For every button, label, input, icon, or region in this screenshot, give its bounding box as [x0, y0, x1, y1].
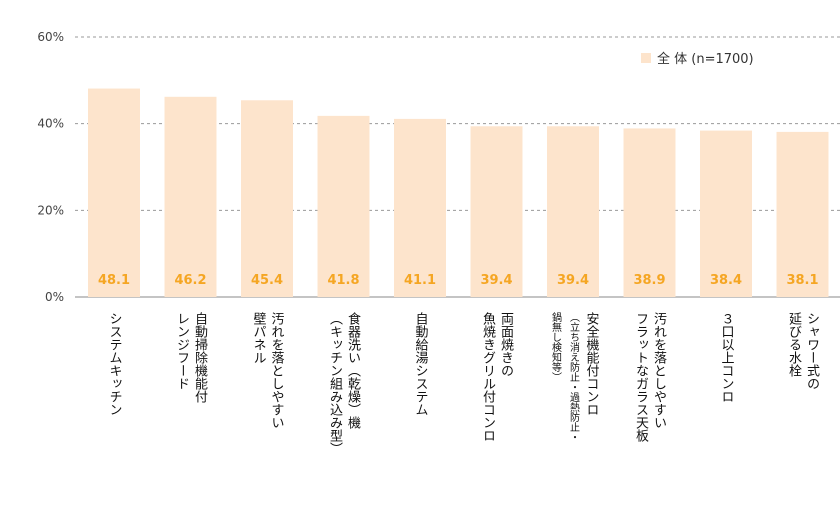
- bar: [623, 128, 676, 297]
- category-label: レンジフード: [174, 312, 189, 390]
- value-label: 38.1: [786, 273, 818, 288]
- category-label: 汚れを落としやすい: [651, 312, 667, 429]
- y-tick-label: 0%: [45, 290, 64, 304]
- category-label: 延びる水栓: [786, 312, 802, 377]
- y-tick-label: 20%: [37, 203, 64, 217]
- bar: [88, 88, 140, 297]
- category-label: 安全機能付コンロ: [584, 312, 600, 416]
- value-label: 39.4: [557, 273, 589, 288]
- value-label: 48.1: [98, 273, 130, 288]
- category-label: 汚れを落としやすい: [269, 312, 285, 429]
- category-label: 自動給湯システム: [413, 312, 429, 416]
- bar: [470, 126, 523, 298]
- bar: [776, 131, 829, 297]
- bar: [547, 126, 599, 298]
- category-label: 鍋無し検知等）: [550, 311, 562, 382]
- y-tick-label: 60%: [37, 30, 64, 44]
- value-label: 38.9: [633, 273, 665, 288]
- value-label: 46.2: [174, 273, 206, 288]
- category-label: 両面焼きの: [498, 312, 514, 377]
- category-label: 魚焼きグリル付コンロ: [480, 312, 496, 442]
- category-label: 食器洗い（乾燥）機: [345, 311, 361, 429]
- legend-swatch: [641, 53, 651, 63]
- legend: 全 体 (n=1700): [641, 51, 754, 67]
- category-label: シャワー式の: [804, 312, 820, 390]
- bar: [164, 96, 217, 297]
- y-axis-tick-labels: 0% 20% 40% 60%: [37, 30, 64, 304]
- category-label: システムキッチン: [107, 312, 122, 416]
- legend-label: 全 体 (n=1700): [657, 51, 754, 67]
- value-label: 38.4: [710, 273, 742, 288]
- value-label: 41.1: [404, 273, 436, 288]
- y-tick-label: 40%: [37, 117, 64, 131]
- category-label: 壁パネル: [251, 312, 267, 364]
- category-label: ３口以上コンロ: [719, 312, 735, 403]
- value-labels: 48.1 46.2 45.4 41.8 41.1 39.4 39.4 38.9 38.4 38.1: [98, 273, 819, 288]
- value-label: 39.4: [480, 273, 512, 288]
- category-label: （立ち消え防止・過熱防止・: [568, 312, 580, 442]
- category-label: （キッチン組み込み型）: [327, 312, 343, 455]
- bar: [241, 100, 293, 298]
- category-label: フラットなガラス天板: [633, 312, 649, 443]
- category-label: 自動掃除機能付: [192, 312, 208, 403]
- bars: [88, 88, 829, 298]
- bar: [317, 115, 370, 297]
- bar: [700, 130, 752, 297]
- bar: [394, 118, 446, 298]
- value-label: 41.8: [327, 273, 359, 288]
- value-label: 45.4: [251, 273, 283, 288]
